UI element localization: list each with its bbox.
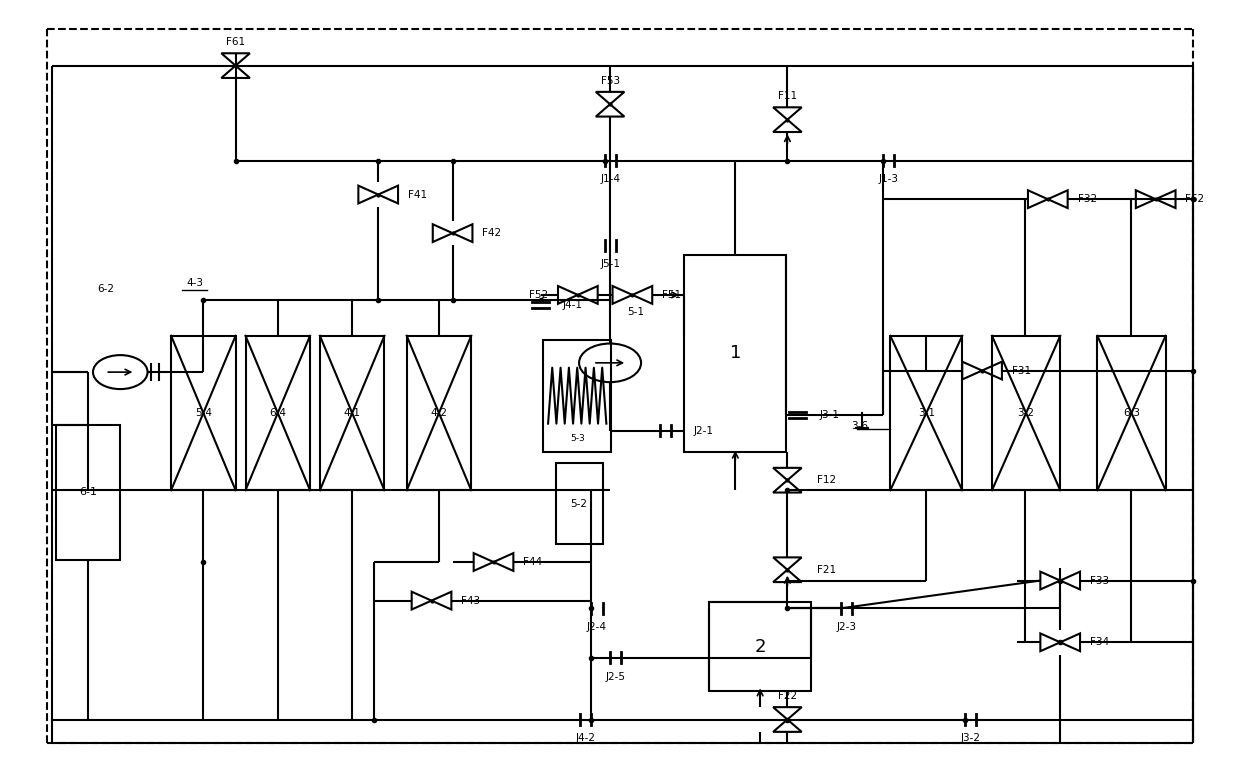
Bar — [890, 336, 962, 490]
Text: 6-1: 6-1 — [79, 487, 97, 497]
Text: 6-2: 6-2 — [97, 285, 114, 294]
Text: 3-1: 3-1 — [918, 408, 935, 418]
Text: F31: F31 — [1012, 366, 1030, 375]
Text: 6-4: 6-4 — [269, 408, 286, 418]
Text: F61: F61 — [226, 37, 246, 47]
Text: 5-4: 5-4 — [195, 408, 212, 418]
Text: F44: F44 — [523, 557, 542, 567]
Text: F21: F21 — [817, 565, 836, 574]
Text: 5-1: 5-1 — [627, 307, 645, 317]
Text: 6-3: 6-3 — [1123, 408, 1140, 418]
Text: 5-3: 5-3 — [570, 434, 584, 442]
Text: 4-3: 4-3 — [186, 278, 203, 288]
Text: J2-1: J2-1 — [693, 426, 713, 435]
Text: F62: F62 — [1185, 195, 1204, 204]
Bar — [320, 336, 384, 490]
Text: F33: F33 — [1090, 576, 1109, 585]
Text: J4-2: J4-2 — [575, 733, 596, 743]
Text: F42: F42 — [482, 229, 501, 238]
Bar — [171, 336, 236, 490]
Text: 3-2: 3-2 — [1018, 408, 1034, 418]
Bar — [709, 602, 811, 691]
Bar — [1097, 336, 1166, 490]
Text: F12: F12 — [817, 476, 836, 485]
Text: F52: F52 — [529, 290, 548, 300]
Text: J2-4: J2-4 — [587, 622, 608, 632]
Text: F22: F22 — [777, 691, 797, 701]
Bar — [992, 336, 1060, 490]
Text: J2-3: J2-3 — [836, 622, 857, 632]
Text: F51: F51 — [662, 290, 681, 300]
Text: 4-1: 4-1 — [343, 408, 361, 418]
Text: J5-1: J5-1 — [600, 259, 621, 269]
Text: J4-1: J4-1 — [563, 300, 583, 310]
Text: J1-4: J1-4 — [600, 174, 621, 185]
Text: F32: F32 — [1078, 195, 1096, 204]
Text: F11: F11 — [777, 91, 797, 101]
Text: F43: F43 — [461, 596, 480, 605]
Bar — [246, 336, 310, 490]
Text: 5-2: 5-2 — [570, 499, 588, 509]
Bar — [556, 463, 603, 544]
Text: J2-5: J2-5 — [605, 672, 626, 682]
Text: 1: 1 — [729, 344, 742, 362]
Text: J1-3: J1-3 — [878, 174, 899, 185]
Text: J3-2: J3-2 — [960, 733, 981, 743]
Text: 3-6: 3-6 — [851, 422, 868, 431]
Bar — [407, 336, 471, 490]
Text: J3-1: J3-1 — [820, 411, 839, 420]
Text: F41: F41 — [408, 190, 427, 199]
Bar — [684, 255, 786, 452]
Bar — [543, 340, 611, 452]
Bar — [56, 425, 120, 560]
Text: 2: 2 — [754, 638, 766, 655]
Text: F53: F53 — [600, 76, 620, 86]
Text: F34: F34 — [1090, 638, 1109, 647]
Text: 4-2: 4-2 — [430, 408, 448, 418]
